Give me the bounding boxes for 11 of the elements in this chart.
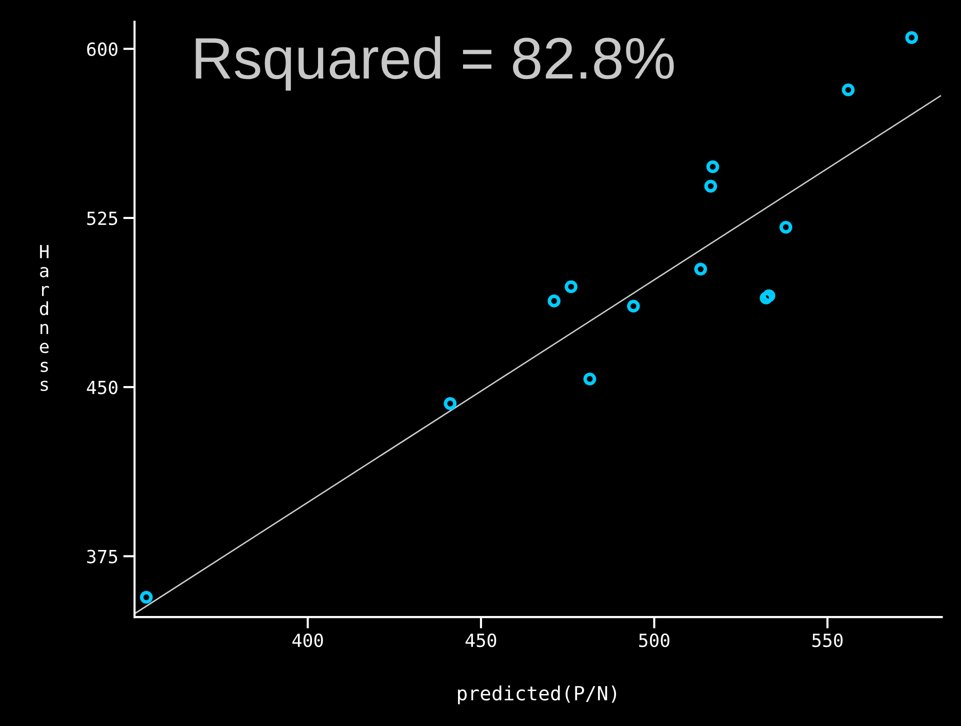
y-tick-label: 375: [87, 550, 118, 564]
y-tick-label: 525: [87, 211, 118, 226]
x-tick-label: 550: [812, 633, 843, 648]
y-tick-label: 600: [87, 42, 118, 56]
y-axis-title: Hardness: [40, 244, 50, 392]
x-tick-label: 400: [292, 633, 323, 648]
annotation: Rsquared = 82.8%: [196, 36, 674, 91]
x-tick-label: 450: [466, 633, 496, 648]
y-tick-label: 450: [86, 380, 118, 394]
x-axis-title: predicted(P/N): [458, 685, 616, 704]
x-tick-label: 500: [639, 633, 670, 648]
